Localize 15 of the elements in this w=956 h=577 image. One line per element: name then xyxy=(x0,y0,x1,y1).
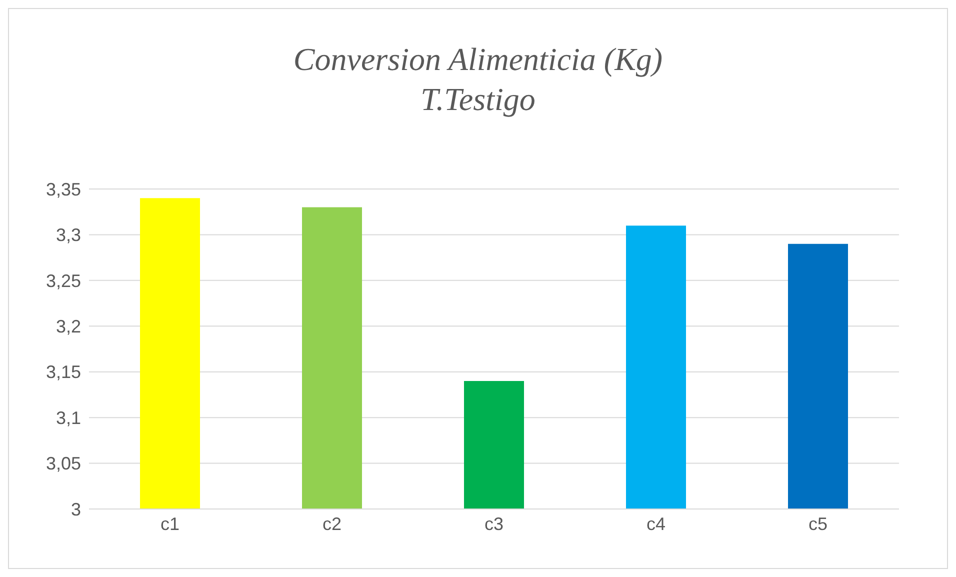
y-tick-label: 3,3 xyxy=(56,225,81,246)
y-tick-label: 3,1 xyxy=(56,408,81,428)
x-tick-label: c1 xyxy=(160,514,180,534)
chart-subtitle: T.Testigo xyxy=(420,80,536,119)
y-tick-label: 3,05 xyxy=(46,454,81,474)
x-tick-label: c5 xyxy=(808,514,828,534)
y-tick-label: 3 xyxy=(70,499,81,520)
x-tick-label: c2 xyxy=(322,514,342,534)
y-tick-label: 3,35 xyxy=(46,179,81,200)
chart-title: Conversion Alimenticia (Kg) xyxy=(292,40,664,79)
x-tick-label: c4 xyxy=(646,514,666,534)
y-tick-label: 3,2 xyxy=(56,316,81,337)
y-tick-label: 3,15 xyxy=(46,362,81,382)
y-tick-label: 3,25 xyxy=(46,270,81,291)
x-tick-label: c3 xyxy=(484,514,504,534)
